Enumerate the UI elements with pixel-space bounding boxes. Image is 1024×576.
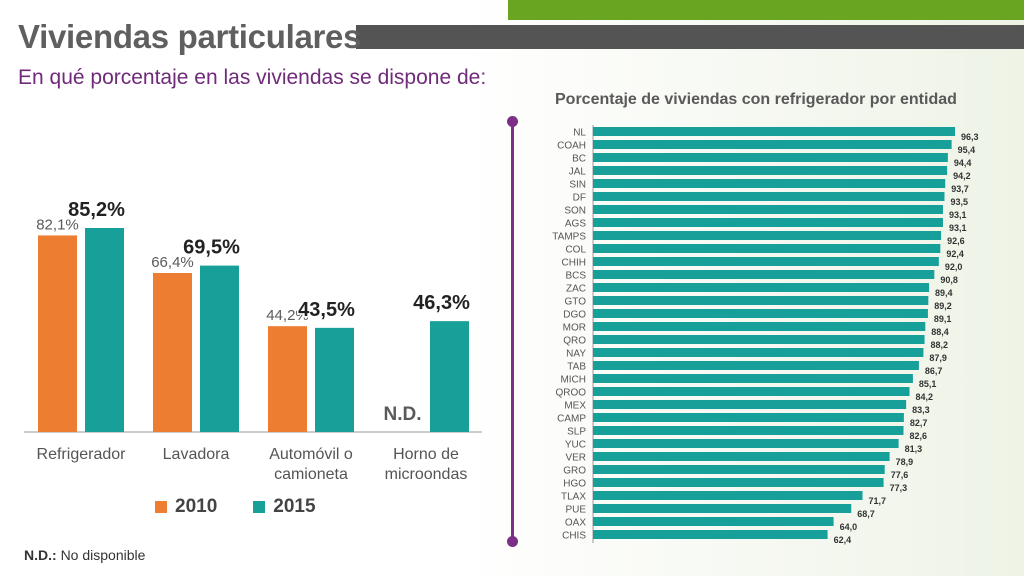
legend-label-2010: 2010 bbox=[175, 496, 218, 517]
legend-item-2015: 2015 bbox=[253, 496, 316, 518]
footnote-text: No disponible bbox=[60, 547, 146, 563]
data-label-2010-1: 82,1% bbox=[36, 216, 79, 233]
vertical-divider bbox=[511, 121, 514, 541]
legend-label-2015: 2015 bbox=[273, 496, 316, 517]
bar-2010-1 bbox=[38, 235, 77, 432]
data-label-2015-1: 85,2% bbox=[68, 199, 125, 221]
legend-item-2010: 2010 bbox=[155, 496, 217, 518]
category-label-3-line-1: Automóvil o bbox=[269, 446, 353, 463]
category-label-1-line-1: Refrigerador bbox=[37, 446, 127, 463]
footnote: N.D.: No disponible bbox=[24, 547, 145, 563]
data-label-2015-2: 69,5% bbox=[183, 237, 240, 259]
data-label-2015-3: 43,5% bbox=[298, 299, 355, 321]
category-label-4-line-1: Horno de bbox=[393, 446, 459, 463]
page-subtitle: En qué porcentaje en las viviendas se di… bbox=[18, 66, 487, 89]
category-label-2-line-1: Lavadora bbox=[163, 446, 230, 463]
household-goods-bar-chart: 82,1%85,2% Refrigerador 66,4%69,5% Lavadora… bbox=[24, 198, 482, 483]
chart-legend: 2010 2015 bbox=[155, 496, 316, 518]
title-accent-bar bbox=[356, 25, 1024, 49]
data-label-2015-4: 46,3% bbox=[413, 292, 470, 314]
data-label-2010-2: 66,4% bbox=[151, 254, 194, 271]
divider-dot-top bbox=[507, 116, 518, 127]
category-label-3-line-2: camioneta bbox=[274, 466, 348, 483]
bar-2010-3 bbox=[268, 326, 307, 432]
bar-2015-2 bbox=[200, 265, 239, 432]
divider-dot-bottom bbox=[507, 536, 518, 547]
category-label-4-line-2: microondas bbox=[385, 466, 468, 483]
bar-2015-3 bbox=[315, 327, 354, 432]
legend-swatch-2015 bbox=[253, 501, 266, 513]
bar-2015-1 bbox=[85, 228, 124, 432]
legend-swatch-2010 bbox=[155, 501, 167, 513]
state-chart-title: Porcentaje de viviendas con refrigerador… bbox=[555, 91, 957, 108]
footnote-key: N.D.: bbox=[24, 547, 57, 563]
top-accent-bar bbox=[508, 0, 1024, 20]
bar-2015-4 bbox=[430, 321, 469, 432]
bar-2010-2 bbox=[153, 273, 192, 432]
data-label-2010-4: N.D. bbox=[384, 404, 422, 425]
data-label-2010-3: 44,2% bbox=[266, 307, 309, 324]
page-title: Viviendas particulares bbox=[18, 18, 362, 55]
